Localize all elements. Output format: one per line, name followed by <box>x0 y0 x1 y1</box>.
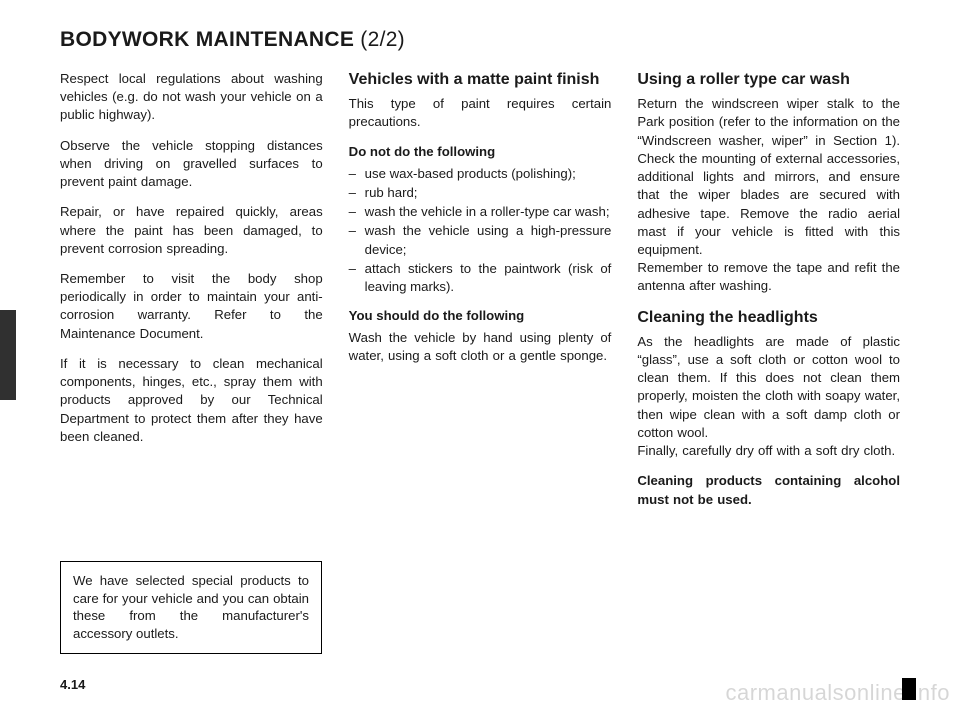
corner-mark <box>902 678 916 700</box>
heading-do-not: Do not do the following <box>349 144 612 159</box>
note-box: We have selected special products to car… <box>60 561 322 654</box>
list-item: wash the vehicle in a roller-type car wa… <box>349 203 612 221</box>
list-item: rub hard; <box>349 184 612 202</box>
page-number: 4.14 <box>60 677 85 692</box>
column-2: Vehicles with a matte paint finish This … <box>349 70 612 521</box>
col1-p3: Repair, or have repaired quickly, areas … <box>60 203 323 258</box>
list-item: attach stickers to the paintwork (risk o… <box>349 260 612 296</box>
heading-roller-wash: Using a roller type car wash <box>637 70 900 89</box>
roller-wash-text: Return the windscreen wiper stalk to the… <box>637 95 900 295</box>
content-columns: Respect local regulations about washing … <box>60 70 900 521</box>
matte-intro: This type of paint requires certain prec… <box>349 95 612 131</box>
list-item: wash the vehicle using a high-pressure d… <box>349 222 612 258</box>
page-title: BODYWORK MAINTENANCE (2/2) <box>60 28 900 52</box>
title-main: BODYWORK MAINTENANCE <box>60 28 354 51</box>
side-tab-marker <box>0 310 16 400</box>
list-item: use wax-based products (polishing); <box>349 165 612 183</box>
alcohol-warning: Cleaning products containing alcohol mus… <box>637 472 900 508</box>
heading-headlights: Cleaning the headlights <box>637 308 900 327</box>
col1-p5: If it is necessary to clean mechanical c… <box>60 355 323 446</box>
col1-p1: Respect local regulations about washing … <box>60 70 323 125</box>
should-do-text: Wash the vehicle by hand using plenty of… <box>349 329 612 365</box>
column-3: Using a roller type car wash Return the … <box>637 70 900 521</box>
col1-p4: Remember to visit the body shop periodic… <box>60 270 323 343</box>
heading-matte-finish: Vehicles with a matte paint finish <box>349 70 612 89</box>
heading-should-do: You should do the following <box>349 308 612 323</box>
headlights-text: As the headlights are made of plastic “g… <box>637 333 900 461</box>
title-suffix: (2/2) <box>354 28 405 51</box>
manual-page: BODYWORK MAINTENANCE (2/2) Respect local… <box>0 0 960 710</box>
col1-p2: Observe the vehicle stopping distances w… <box>60 137 323 192</box>
note-text: We have selected special products to car… <box>73 573 309 641</box>
column-1: Respect local regulations about washing … <box>60 70 323 521</box>
do-not-list: use wax-based products (polishing); rub … <box>349 165 612 297</box>
watermark: carmanualsonline.info <box>725 680 950 706</box>
